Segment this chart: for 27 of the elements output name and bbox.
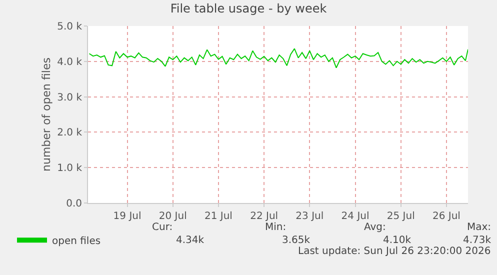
text: 3.65k xyxy=(282,235,310,246)
line-series xyxy=(88,48,468,68)
x-tick-label: 23 Jul xyxy=(296,211,324,222)
text: Min: xyxy=(265,222,286,233)
text: Cur: xyxy=(152,222,173,233)
y-tick-label: 0.0 xyxy=(66,198,82,210)
x-tick-label: 20 Jul xyxy=(158,211,187,222)
y-tick-label: 4.0 k xyxy=(57,56,82,68)
y-tick-label: 3.0 k xyxy=(57,92,82,104)
x-tick-label: 22 Jul xyxy=(250,211,278,222)
x-tick-label: 24 Jul xyxy=(341,211,370,222)
y-tick-label: 2.0 k xyxy=(57,128,82,139)
y-axis-title: number of open files xyxy=(40,57,53,172)
y-tick-label: 1.0 k xyxy=(57,163,82,174)
x-tick-label: 21 Jul xyxy=(204,211,232,222)
x-tick-label: 19 Jul xyxy=(113,211,142,222)
chart-title: File table usage - by week xyxy=(170,2,327,16)
text: Last update: Sun Jul 26 23:20:00 2026 xyxy=(298,246,491,257)
x-tick-label: 26 Jul xyxy=(432,211,460,222)
text: 4.34k xyxy=(176,235,204,246)
text: 4.73k xyxy=(463,235,492,246)
x-tick-label: 25 Jul xyxy=(386,211,415,222)
text: Max: xyxy=(467,222,492,233)
y-tick-label: 5.0 k xyxy=(57,22,82,32)
text: Avg: xyxy=(364,222,386,233)
text: 4.10k xyxy=(383,235,412,246)
legend-label: open files xyxy=(52,236,101,248)
